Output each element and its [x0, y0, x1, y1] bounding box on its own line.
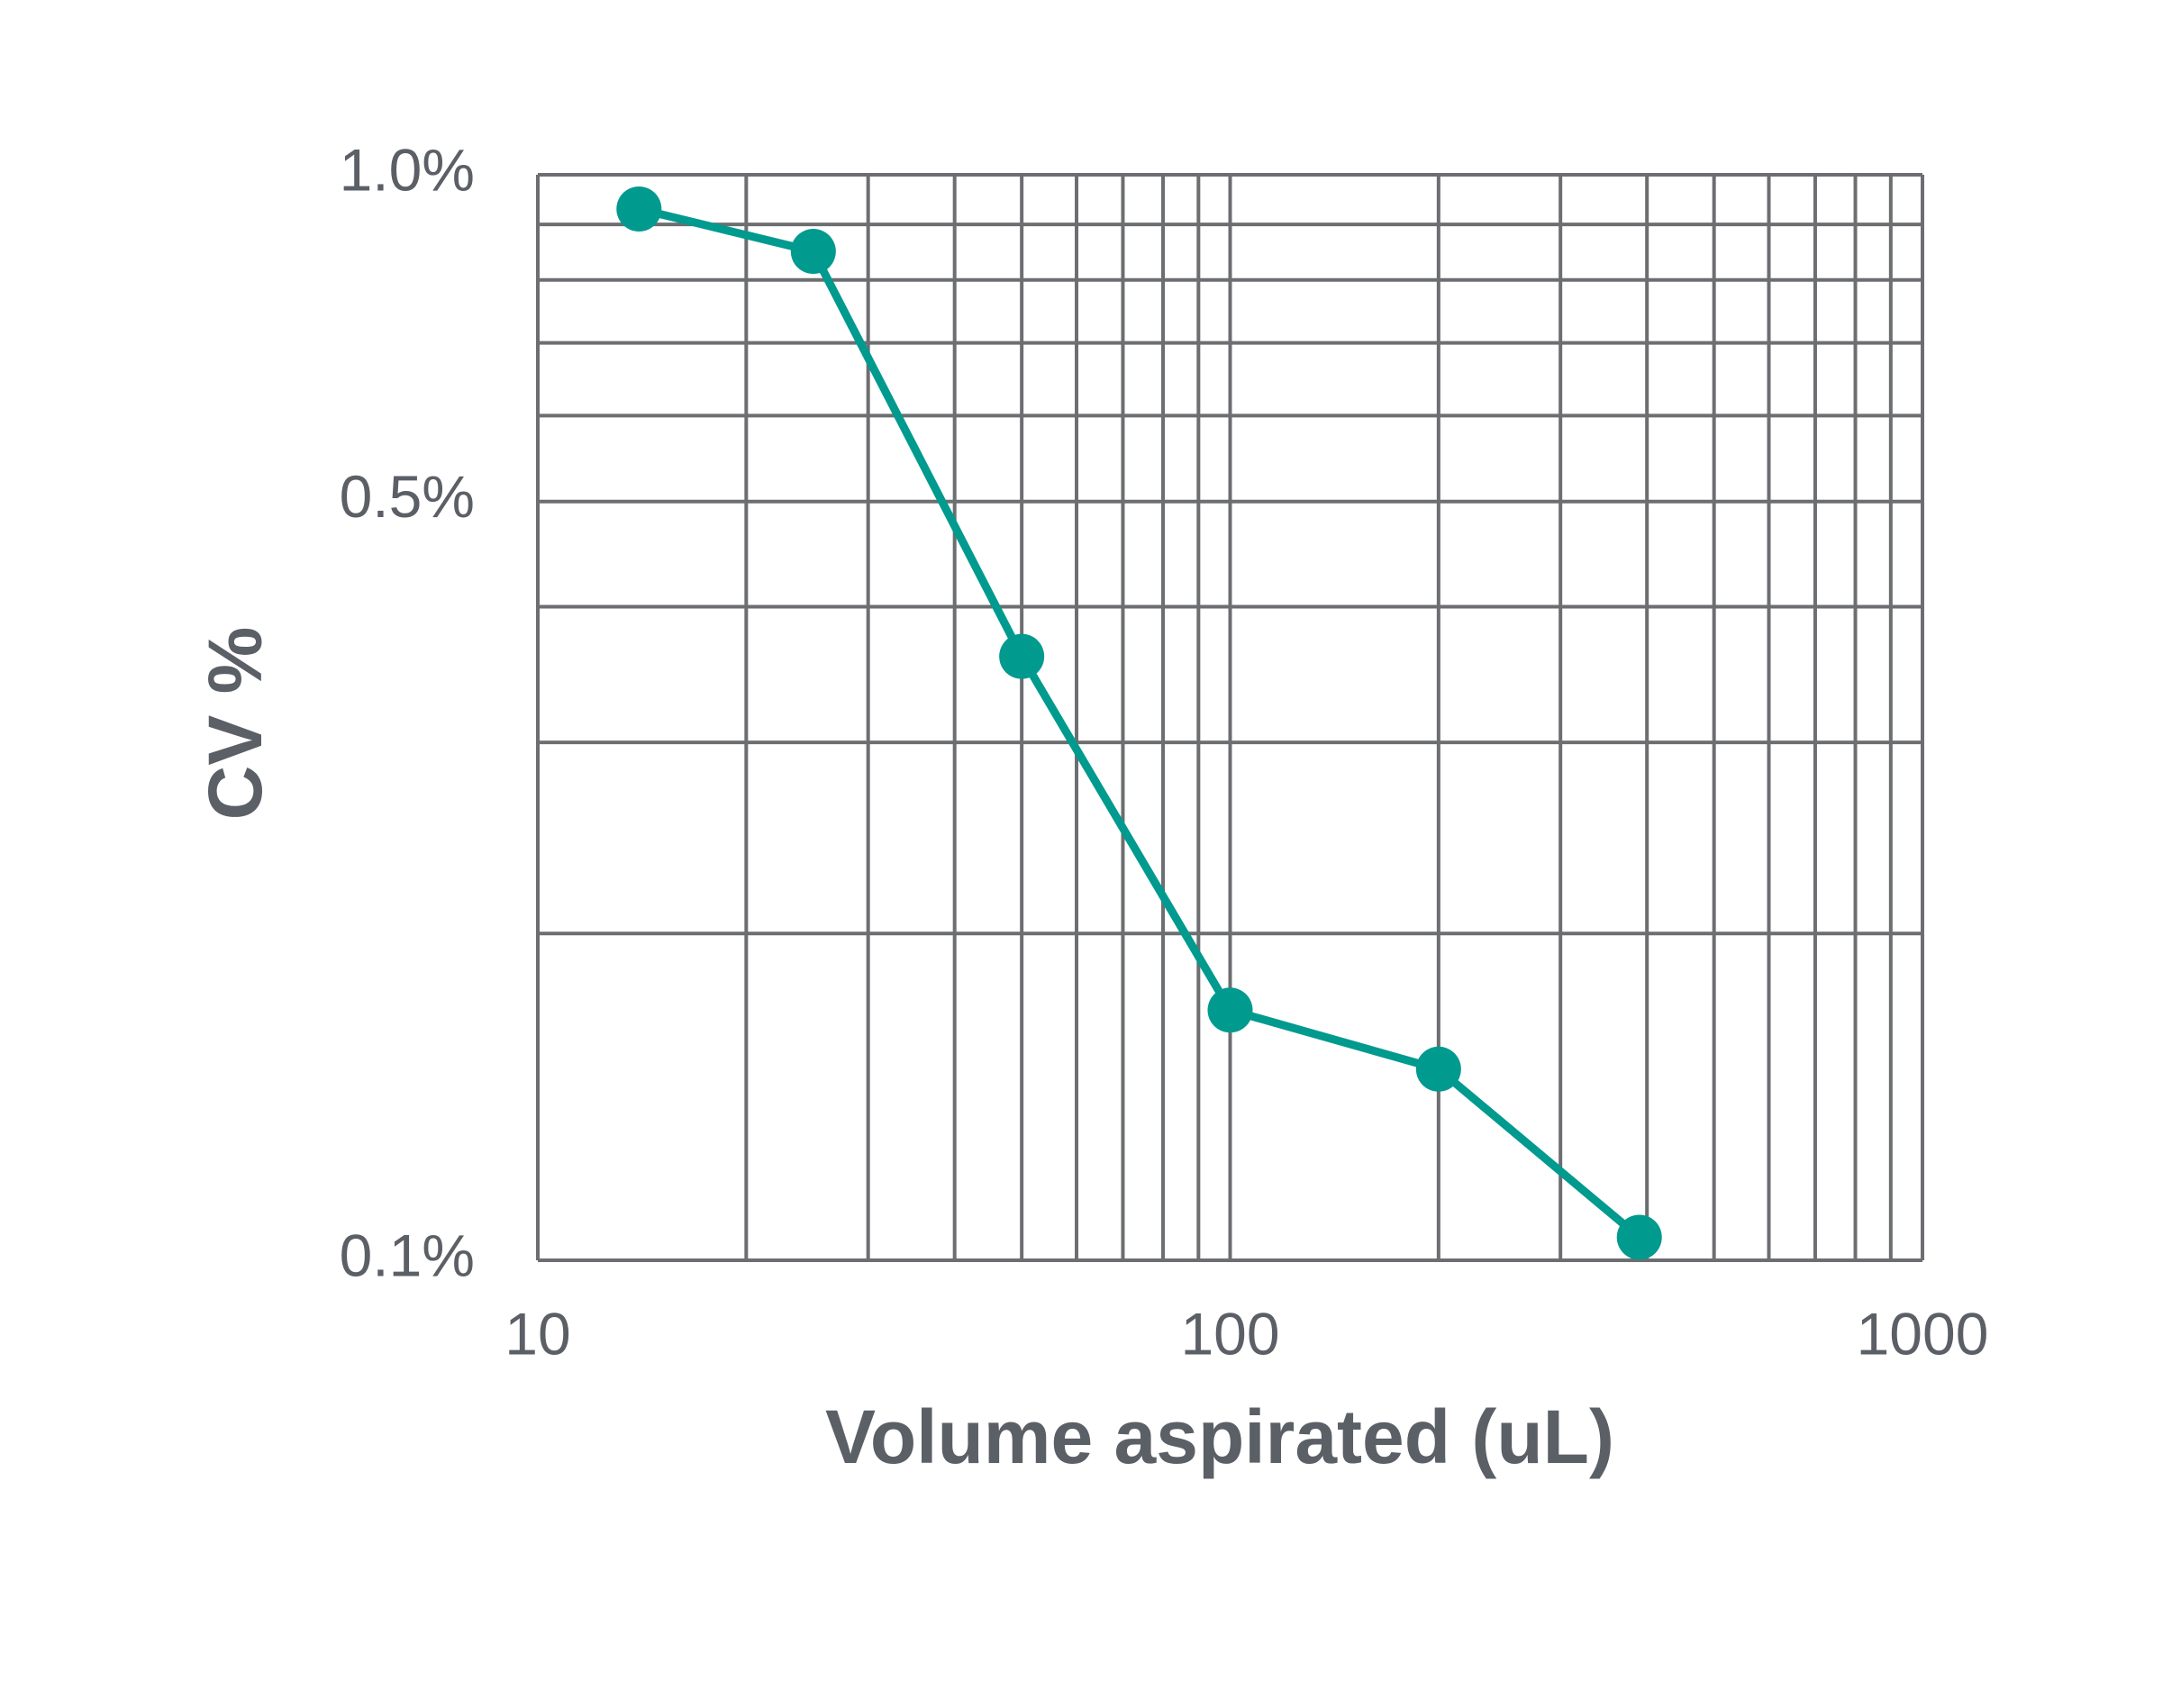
x-tick-label: 1000 [1857, 1300, 1989, 1367]
data-point [1616, 1214, 1662, 1260]
data-point [616, 186, 662, 232]
y-tick-label: 0.5% [340, 463, 475, 530]
y-tick-label: 0.1% [340, 1222, 475, 1288]
y-axis-title: CV % [193, 627, 277, 821]
data-line [638, 204, 1642, 1240]
data-point [1207, 987, 1253, 1033]
x-tick-label: 100 [1180, 1300, 1279, 1367]
data-point [790, 229, 836, 275]
data-point [1415, 1046, 1461, 1092]
x-axis-title: Volume aspirated (uL) [825, 1395, 1614, 1479]
y-tick-label: 1.0% [340, 136, 475, 203]
data-point [999, 633, 1045, 679]
x-tick-label: 10 [504, 1300, 570, 1367]
